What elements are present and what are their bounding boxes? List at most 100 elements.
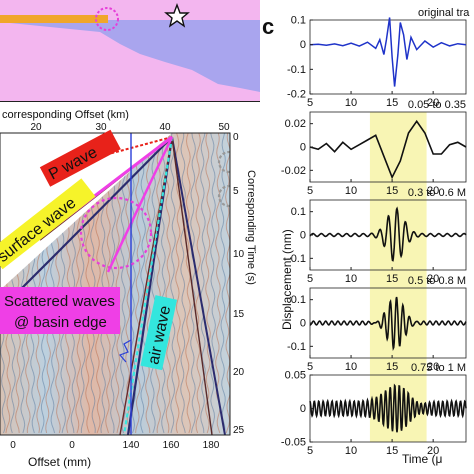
y-tick-label: 0 [300, 39, 306, 51]
x-tick-label: 10 [345, 361, 357, 373]
y-axis-label: Displacement (nm) [280, 229, 294, 330]
x-axis-label: Time (μ [402, 452, 443, 466]
top-tick-label: 30 [95, 122, 107, 133]
y-tick-label: 0.1 [291, 15, 306, 27]
gather-trace-line [165, 133, 171, 434]
x-tick-label: 20 [427, 361, 439, 373]
time-tick-label: 5 [233, 186, 239, 197]
y-tick-label: 0 [300, 403, 306, 415]
y-tick-label: -0.1 [287, 64, 306, 76]
x-tick-label: 20 [427, 445, 439, 457]
bottom-axis-label: Offset (mm) [28, 455, 91, 469]
bottom-tick-label: 180 [203, 440, 220, 451]
gather-trace-line [175, 133, 181, 434]
x-tick-label: 15 [386, 445, 398, 457]
bottom-tick-label: 140 [123, 440, 140, 451]
time-tick-label: 0 [233, 132, 239, 143]
y-tick-label: 0 [300, 230, 306, 242]
y-tick-label: 0.1 [291, 206, 306, 218]
gather-trace-line [215, 133, 221, 434]
x-tick-label: 15 [386, 273, 398, 285]
y-tick-label: 0 [300, 318, 306, 330]
gather-trace-line [185, 133, 191, 434]
bottom-tick-label: 0 [69, 440, 75, 451]
scattered-waves-annotation: Scattered waves @ basin edge [0, 287, 120, 334]
basin-baseline [0, 101, 260, 102]
seismic-gather [0, 133, 230, 435]
top-offset-axis: corresponding Offset (km) 20 30 40 50 [2, 109, 230, 133]
gather-trace-line [200, 133, 206, 434]
basin-model [0, 0, 260, 102]
gather-trace-line [115, 133, 121, 434]
p-wave-line [104, 136, 173, 156]
trace-label: 0.5 to 0.8 M [408, 275, 466, 287]
gather-trace-line [210, 133, 216, 434]
top-tick-label: 20 [30, 122, 42, 133]
surface-layer-bar [0, 15, 108, 23]
x-tick-label: 10 [345, 273, 357, 285]
gather-trace-line [150, 133, 156, 434]
x-tick-label: 20 [427, 273, 439, 285]
y-tick-label: -0.2 [287, 89, 306, 101]
y-tick-label: 0.02 [285, 118, 306, 130]
scattered-line [106, 136, 174, 273]
top-axis-label: corresponding Offset (km) [2, 109, 129, 121]
gather-trace-line [155, 133, 161, 434]
x-tick-label: 20 [427, 97, 439, 109]
trace-label: 0.3 to 0.6 M [408, 187, 466, 199]
y-tick-label: 0.1 [291, 294, 306, 306]
x-tick-label: 5 [307, 273, 313, 285]
panel-letter: c [262, 14, 274, 39]
x-tick-label: 20 [427, 185, 439, 197]
scattered-label-line2: @ basin edge [14, 314, 107, 331]
time-tick-label: 20 [233, 367, 245, 378]
x-tick-label: 10 [345, 97, 357, 109]
gather-trace-line [180, 133, 186, 434]
gather-trace-line [220, 133, 226, 434]
highlight-circle [95, 7, 119, 31]
x-tick-label: 15 [386, 97, 398, 109]
gather-trace-line [140, 133, 146, 434]
y-tick-label: -0.05 [281, 437, 306, 449]
trace-subplot: 0.020-0.025 10 15 200.05 to 0.35 [281, 99, 467, 197]
y-tick-label: -0.1 [287, 253, 306, 265]
trace-line [309, 383, 467, 433]
x-tick-label: 5 [307, 445, 313, 457]
trace-label: original tra [418, 7, 470, 19]
time-tick-label: 15 [233, 309, 245, 320]
bottom-offset-axis: 0 0 140 160 180 Offset (mm) [10, 440, 220, 469]
trace-line [309, 296, 467, 352]
x-tick-label: 10 [345, 445, 357, 457]
time-tick-label: 10 [233, 249, 245, 260]
bottom-tick-label: 0 [10, 440, 16, 451]
y-tick-label: 0 [300, 142, 306, 154]
y-tick-label: 0.05 [285, 370, 306, 382]
trace-subplot: 0.10-0.15 10 15 200.3 to 0.6 M [287, 187, 467, 285]
wavefront-lines [9, 135, 226, 435]
top-tick-label: 50 [218, 122, 230, 133]
x-tick-label: 5 [307, 97, 313, 109]
time-tick-label: 25 [233, 425, 245, 436]
trace-label: 0.05 to 0.35 [408, 99, 466, 111]
bottom-tick-label: 160 [163, 440, 180, 451]
trace-subplot: 0.1 0 -0.1 -0.25 10 15 20 original tra [287, 7, 470, 109]
x-tick-label: 5 [307, 185, 313, 197]
trace-wiggle [118, 339, 132, 363]
trace-line [309, 119, 467, 180]
scattered-label-line1: Scattered waves [4, 293, 115, 310]
star-icon [164, 3, 190, 28]
trace-subplot: 0.10-0.15 10 15 200.5 to 0.8 M [287, 275, 467, 373]
trace-line [309, 17, 467, 87]
gather-trace-line [135, 133, 141, 434]
gather-trace-line [120, 133, 126, 434]
trace-label: 0.75 to 1 M [411, 362, 466, 374]
gather-trace-line [205, 133, 211, 434]
arrival-circle-2 [217, 184, 230, 208]
top-tick-label: 40 [159, 122, 171, 133]
gather-trace-line [225, 133, 230, 434]
gather-time-axis: 0 5 10 15 20 25 Corresponding Time (s) [233, 132, 257, 436]
y-tick-label: -0.02 [281, 165, 306, 177]
basin-layer [0, 20, 260, 92]
